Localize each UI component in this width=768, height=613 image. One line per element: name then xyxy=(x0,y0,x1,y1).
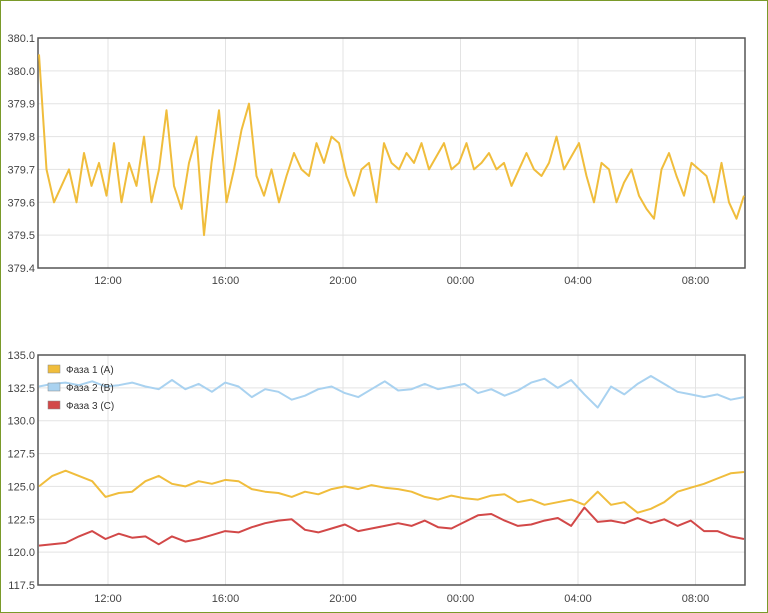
y-tick-label: 379.9 xyxy=(7,99,35,111)
x-tick-label: 12:00 xyxy=(94,275,122,287)
plot-border xyxy=(37,37,746,269)
x-tick-label: 04:00 xyxy=(564,593,592,605)
series-line-3 xyxy=(38,506,745,547)
plot-border xyxy=(37,354,746,586)
y-tick-label: 125.0 xyxy=(7,481,35,493)
legend: Фаза 1 (А) Фаза 2 (В) Фаза 3 (С) xyxy=(47,364,114,412)
y-tick-label: 379.5 xyxy=(7,230,35,242)
x-tick-label: 00:00 xyxy=(447,593,475,605)
legend-entry[interactable]: Фаза 1 (А) xyxy=(66,365,114,376)
legend-swatch xyxy=(47,364,61,374)
y-tick-label: 380.1 xyxy=(7,33,35,45)
x-tick-label: 16:00 xyxy=(212,593,240,605)
y-tick-label: 135.0 xyxy=(7,350,35,362)
y-tick-label: 117.5 xyxy=(8,580,35,592)
y-tick-label: 379.6 xyxy=(7,197,35,209)
x-tick-label: 00:00 xyxy=(447,275,475,287)
legend-entry[interactable]: Фаза 2 (В) xyxy=(66,383,114,394)
y-tick-label: 122.5 xyxy=(7,514,35,526)
x-tick-label: 20:00 xyxy=(329,593,357,605)
legend-entry[interactable]: Фаза 3 (С) xyxy=(66,401,114,412)
x-tick-label: 08:00 xyxy=(682,593,710,605)
chart-1: 12:00 16:00 20:00 00:00 04:00 08:00 380.1 380.0… xyxy=(7,33,746,287)
y-tick-label: 379.4 xyxy=(7,263,35,275)
y-tick-label: 130.0 xyxy=(7,416,35,428)
series-line-1 xyxy=(38,469,745,514)
legend-swatch xyxy=(47,382,61,392)
y-tick-label: 120.0 xyxy=(7,547,35,559)
x-tick-label: 16:00 xyxy=(212,275,240,287)
series-line-1 xyxy=(38,54,745,237)
series-line-2 xyxy=(38,375,745,409)
y-tick-label: 379.7 xyxy=(7,164,35,176)
y-tick-label: 379.8 xyxy=(7,132,35,144)
x-tick-label: 12:00 xyxy=(94,593,122,605)
x-tick-label: 08:00 xyxy=(682,275,710,287)
y-tick-label: 132.5 xyxy=(7,383,35,395)
x-tick-label: 04:00 xyxy=(564,275,592,287)
x-tick-label: 20:00 xyxy=(329,275,357,287)
y-tick-label: 127.5 xyxy=(7,449,35,461)
legend-swatch xyxy=(47,400,61,410)
y-tick-label: 380.0 xyxy=(7,66,35,78)
chart-2: 12:00 16:00 20:00 00:00 04:00 08:00 135.0 132.5… xyxy=(7,350,746,605)
